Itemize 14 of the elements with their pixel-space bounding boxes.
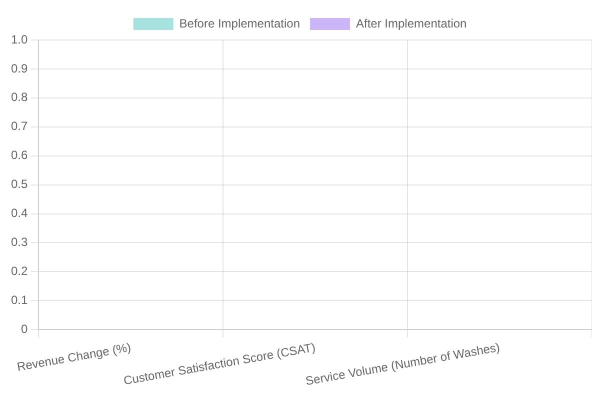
legend-label: After Implementation xyxy=(356,16,467,30)
y-tick-label: 0.3 xyxy=(10,235,28,250)
x-tick-label: Revenue Change (%) xyxy=(16,340,132,374)
y-tick-label: 0 xyxy=(20,322,28,336)
y-tick-label: 0.2 xyxy=(10,264,28,278)
y-tick-label: 0.7 xyxy=(10,119,28,134)
y-tick-label: 0.8 xyxy=(10,90,28,104)
y-tick-label: 0.9 xyxy=(10,61,28,76)
y-tick-label: 0.5 xyxy=(10,177,28,192)
y-tick-label: 0.4 xyxy=(10,206,28,220)
y-tick-label: 0.1 xyxy=(10,292,28,307)
legend-label: Before Implementation xyxy=(179,16,300,30)
y-tick-label: 1.0 xyxy=(10,32,28,46)
y-tick-label: 0.6 xyxy=(10,148,28,162)
